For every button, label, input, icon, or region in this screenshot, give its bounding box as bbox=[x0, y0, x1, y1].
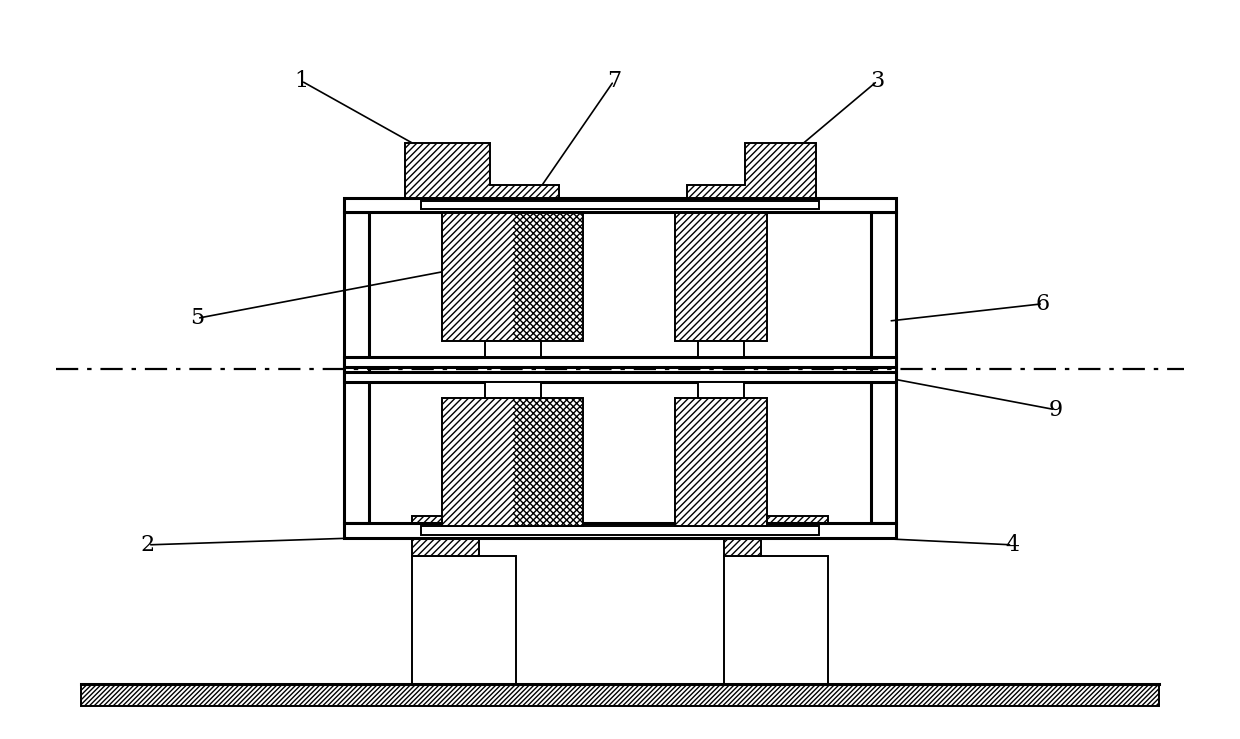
Bar bbox=[422, 526, 818, 534]
Text: 1: 1 bbox=[294, 70, 309, 92]
Bar bbox=[443, 213, 512, 341]
Text: 2: 2 bbox=[141, 534, 155, 556]
Bar bbox=[698, 382, 744, 398]
Bar bbox=[412, 556, 516, 684]
Text: 7: 7 bbox=[606, 70, 621, 92]
Text: 6: 6 bbox=[1035, 293, 1050, 315]
Bar bbox=[345, 198, 895, 212]
Text: 9: 9 bbox=[1048, 398, 1063, 420]
Bar bbox=[872, 212, 895, 523]
Bar bbox=[345, 212, 368, 523]
Bar bbox=[675, 213, 768, 341]
Bar bbox=[443, 213, 583, 341]
Bar bbox=[485, 341, 541, 357]
Bar bbox=[485, 382, 541, 398]
Text: 4: 4 bbox=[1006, 534, 1019, 556]
Text: 3: 3 bbox=[870, 70, 884, 92]
Bar bbox=[724, 556, 828, 684]
Bar bbox=[345, 357, 895, 367]
Bar bbox=[675, 398, 768, 526]
Polygon shape bbox=[724, 516, 828, 556]
Bar bbox=[345, 523, 895, 537]
Bar bbox=[443, 398, 512, 526]
Bar bbox=[81, 684, 1159, 706]
Polygon shape bbox=[405, 143, 559, 198]
Bar bbox=[675, 213, 768, 341]
Bar bbox=[422, 201, 818, 209]
Bar bbox=[698, 341, 744, 357]
Polygon shape bbox=[687, 143, 816, 198]
Bar bbox=[443, 398, 583, 526]
Text: 5: 5 bbox=[190, 307, 205, 330]
Bar bbox=[512, 213, 583, 341]
Bar bbox=[345, 372, 895, 382]
Bar bbox=[675, 398, 768, 526]
Bar bbox=[512, 398, 583, 526]
Polygon shape bbox=[412, 516, 516, 556]
